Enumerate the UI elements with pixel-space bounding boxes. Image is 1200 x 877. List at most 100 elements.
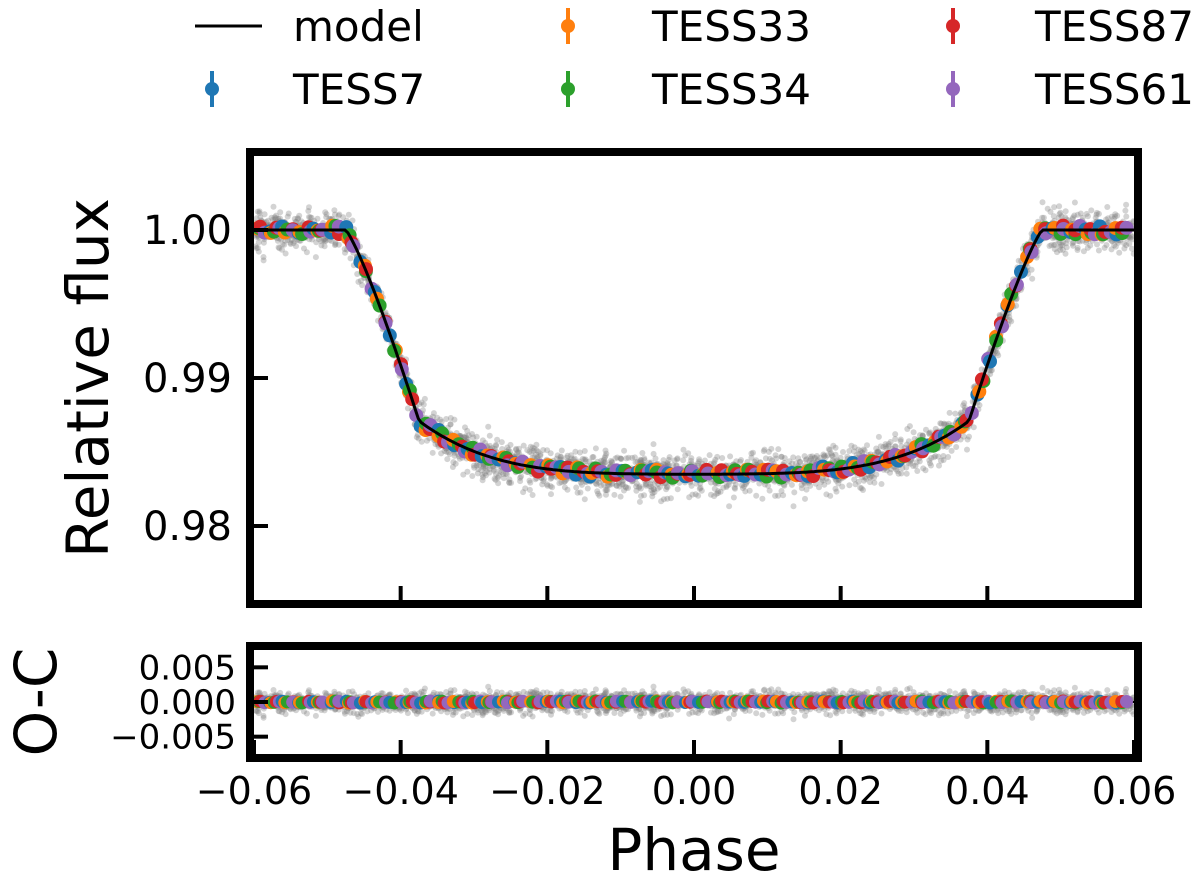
- raw-flux-point: [451, 452, 458, 459]
- raw-flux-point: [642, 481, 649, 488]
- raw-flux-point: [255, 239, 262, 246]
- raw-flux-point: [686, 494, 693, 501]
- raw-residual-point: [491, 709, 498, 716]
- raw-flux-point: [926, 457, 933, 464]
- y-axis-title-relative-flux: Relative flux: [54, 198, 122, 558]
- raw-flux-point: [821, 452, 828, 459]
- raw-flux-point: [739, 482, 745, 489]
- raw-flux-point: [828, 452, 835, 459]
- raw-flux-point: [820, 451, 827, 458]
- raw-flux-point: [797, 459, 803, 466]
- raw-flux-point: [649, 490, 656, 497]
- raw-flux-point: [913, 459, 920, 466]
- raw-residual-point: [927, 708, 933, 715]
- raw-flux-point: [359, 282, 366, 289]
- raw-flux-point: [503, 471, 510, 478]
- raw-flux-point: [257, 214, 264, 221]
- raw-flux-point: [878, 481, 885, 487]
- raw-flux-point: [809, 453, 816, 460]
- raw-residual-point: [350, 710, 357, 717]
- raw-flux-point: [1054, 249, 1060, 256]
- raw-flux-point: [1121, 240, 1128, 247]
- raw-flux-point: [731, 484, 738, 491]
- raw-residual-point: [277, 689, 284, 696]
- raw-flux-point: [887, 469, 893, 476]
- raw-flux-point: [945, 454, 952, 460]
- raw-flux-point: [561, 484, 568, 491]
- raw-flux-point: [276, 245, 283, 252]
- raw-flux-point: [738, 457, 744, 463]
- raw-flux-point: [766, 487, 773, 494]
- raw-flux-point: [563, 454, 570, 461]
- raw-residual-point: [964, 708, 971, 714]
- raw-flux-point: [540, 476, 547, 482]
- raw-residual-point: [312, 712, 319, 719]
- transit-model-line: [254, 228, 1134, 476]
- raw-residual-point: [261, 690, 268, 697]
- raw-flux-point: [821, 481, 828, 488]
- legend-tess33-label: TESS33: [651, 2, 811, 51]
- raw-flux-point: [618, 455, 625, 462]
- raw-flux-point: [762, 455, 769, 462]
- raw-residual-point: [649, 708, 656, 715]
- raw-flux-point: [887, 439, 894, 445]
- raw-flux-point: [871, 474, 877, 481]
- raw-flux-point: [603, 450, 610, 457]
- raw-flux-point: [1080, 248, 1087, 255]
- raw-flux-point: [852, 481, 859, 488]
- raw-flux-point: [285, 210, 292, 217]
- raw-flux-point: [451, 416, 458, 423]
- raw-residual-point: [988, 708, 995, 715]
- raw-flux-point: [260, 254, 267, 260]
- raw-flux-point: [927, 460, 933, 467]
- raw-residual-point: [730, 711, 737, 718]
- raw-flux-point: [866, 474, 873, 481]
- raw-flux-point: [897, 436, 904, 443]
- raw-flux-point: [649, 493, 656, 500]
- raw-residual-point: [903, 709, 910, 716]
- raw-flux-point: [832, 444, 839, 451]
- raw-residual-point: [768, 686, 775, 693]
- raw-flux-point: [1074, 247, 1081, 253]
- raw-residual-point: [602, 689, 609, 696]
- raw-residual-point: [621, 707, 627, 714]
- raw-flux-point: [1070, 242, 1077, 249]
- raw-flux-point: [462, 424, 468, 431]
- raw-flux-point: [463, 434, 469, 441]
- raw-flux-point: [539, 481, 546, 488]
- raw-residual-point: [415, 708, 422, 715]
- raw-flux-point: [464, 427, 471, 434]
- raw-residual-point: [495, 711, 502, 718]
- raw-flux-point: [335, 241, 342, 248]
- raw-flux-point: [332, 211, 338, 218]
- raw-residual-point: [451, 687, 458, 694]
- raw-flux-point: [470, 462, 477, 469]
- raw-residual-point: [282, 711, 289, 718]
- raw-flux-point: [922, 467, 929, 474]
- raw-flux-point: [558, 454, 564, 461]
- raw-flux-point: [940, 457, 947, 463]
- y-tick-label: 0.99: [143, 356, 232, 402]
- raw-flux-point: [608, 457, 614, 464]
- raw-flux-point: [574, 489, 581, 496]
- raw-residual-point: [1017, 707, 1024, 714]
- raw-residual-point: [520, 688, 527, 695]
- raw-flux-point: [1087, 242, 1094, 249]
- raw-residual-point: [355, 713, 362, 720]
- raw-flux-point: [1006, 317, 1013, 323]
- raw-flux-point: [674, 455, 681, 462]
- raw-flux-point: [868, 473, 875, 480]
- raw-flux-point: [803, 486, 810, 493]
- raw-flux-point: [479, 437, 486, 444]
- raw-flux-point: [806, 458, 813, 464]
- raw-flux-point: [711, 459, 718, 466]
- raw-flux-point: [1070, 214, 1077, 221]
- raw-flux-point: [520, 442, 527, 449]
- raw-residual-point: [727, 689, 734, 696]
- raw-flux-point: [493, 471, 499, 478]
- raw-flux-point: [571, 455, 578, 462]
- raw-residual-point: [708, 709, 714, 716]
- raw-flux-point: [932, 453, 939, 460]
- raw-flux-point: [470, 434, 477, 441]
- raw-flux-point: [935, 453, 942, 460]
